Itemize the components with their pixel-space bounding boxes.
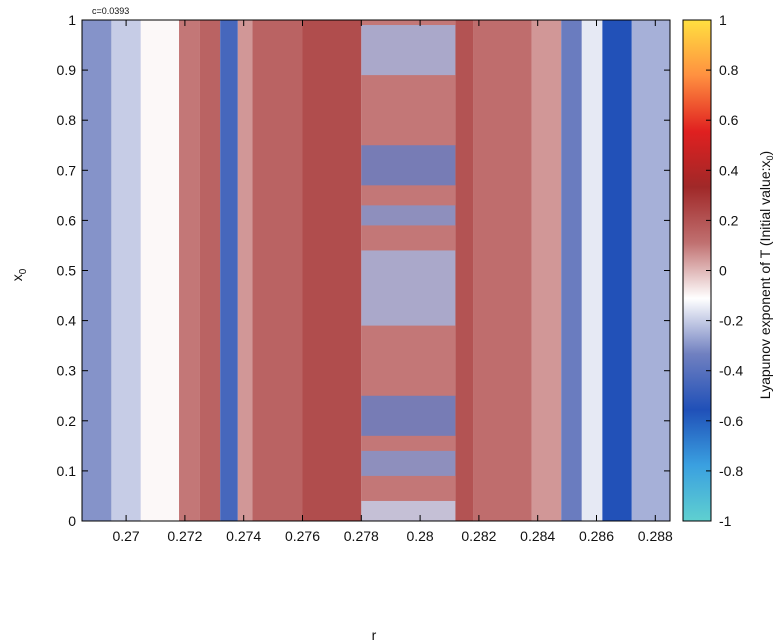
y-tick-label: 0 — [68, 513, 76, 529]
colorbar-tick-label: -0.8 — [719, 463, 743, 479]
colorbar-label-main: Lyapunov exponent of T (Initial value:x — [757, 161, 773, 400]
colorbar-tick-label: 0.2 — [719, 212, 739, 228]
y-tick-label: 0.8 — [57, 112, 77, 128]
x-axis-label: r — [372, 627, 377, 643]
x-tick-label: 0.286 — [579, 528, 614, 544]
band-12 — [473, 20, 532, 521]
x-tick-label: 0.284 — [520, 528, 555, 544]
band-5 — [199, 20, 221, 521]
window-5 — [361, 145, 456, 186]
x-tick-label: 0.276 — [285, 528, 320, 544]
band-3 — [155, 20, 180, 521]
band-7 — [237, 20, 253, 521]
y-tick-label: 0.4 — [57, 313, 77, 329]
y-axis-ticks: 0 0.1 0.2 0.3 0.4 0.5 0.6 0.7 0.8 0.9 1 — [57, 12, 670, 529]
band-6 — [220, 20, 238, 521]
x-tick-label: 0.282 — [461, 528, 496, 544]
y-tick-label: 0.7 — [57, 162, 77, 178]
y-tick-label: 0.5 — [57, 263, 77, 279]
band-11 — [455, 20, 474, 521]
colorbar-tick-label: 0.8 — [719, 62, 739, 78]
y-axis-label: x0 — [9, 268, 29, 281]
x-tick-label: 0.274 — [226, 528, 261, 544]
band-16 — [602, 20, 632, 521]
colorbar-tick-label: 1 — [719, 12, 727, 28]
window-6 — [361, 25, 456, 76]
band-15 — [581, 20, 603, 521]
window-2 — [361, 395, 456, 436]
band-17 — [631, 20, 670, 521]
band-4 — [179, 20, 200, 521]
y-axis-label-sub: 0 — [18, 268, 29, 274]
colorbar-tick-label: -0.2 — [719, 313, 743, 329]
band-1 — [111, 20, 141, 521]
window-0 — [361, 500, 456, 521]
y-tick-label: 0.3 — [57, 363, 77, 379]
band-14 — [561, 20, 582, 521]
parameter-label: c=0.0393 — [92, 6, 129, 16]
periodic-windows — [361, 25, 456, 521]
colorbar-tick-label: 0 — [719, 263, 727, 279]
colorbar-ticks: 1 0.8 0.6 0.4 0.2 0 -0.2 -0.4 -0.6 -0.8 -1 — [706, 12, 743, 529]
y-tick-label: 0.6 — [57, 212, 77, 228]
colorbar-tick-label: -1 — [719, 513, 732, 529]
y-axis-label-main: x — [9, 274, 25, 281]
y-tick-label: 0.9 — [57, 62, 77, 78]
band-8 — [252, 20, 303, 521]
colorbar-label-sub: 0 — [765, 155, 775, 160]
x-tick-label: 0.278 — [344, 528, 379, 544]
colorbar-tick-label: 0.6 — [719, 112, 739, 128]
colorbar-tick-label: -0.6 — [719, 413, 743, 429]
colorbar-tick-label: -0.4 — [719, 363, 743, 379]
band-2 — [140, 20, 156, 521]
x-tick-label: 0.272 — [167, 528, 202, 544]
window-4 — [361, 205, 456, 226]
x-tick-label: 0.28 — [406, 528, 433, 544]
x-tick-label: 0.27 — [112, 528, 139, 544]
y-tick-label: 0.1 — [57, 463, 77, 479]
heatmap-area — [82, 20, 670, 521]
window-1 — [361, 450, 456, 476]
x-axis-ticks: 0.27 0.272 0.274 0.276 0.278 0.28 0.282 0.284 0.… — [112, 20, 673, 544]
colorbar-label-end: ) — [757, 151, 773, 156]
colorbar-tick-label: 0.4 — [719, 162, 739, 178]
y-tick-label: 1 — [68, 12, 76, 28]
y-tick-label: 0.2 — [57, 413, 77, 429]
band-13 — [531, 20, 562, 521]
x-tick-label: 0.288 — [638, 528, 673, 544]
colorbar-label: Lyapunov exponent of T (Initial value:x0… — [757, 151, 775, 399]
window-3 — [361, 250, 456, 326]
band-9 — [302, 20, 362, 521]
